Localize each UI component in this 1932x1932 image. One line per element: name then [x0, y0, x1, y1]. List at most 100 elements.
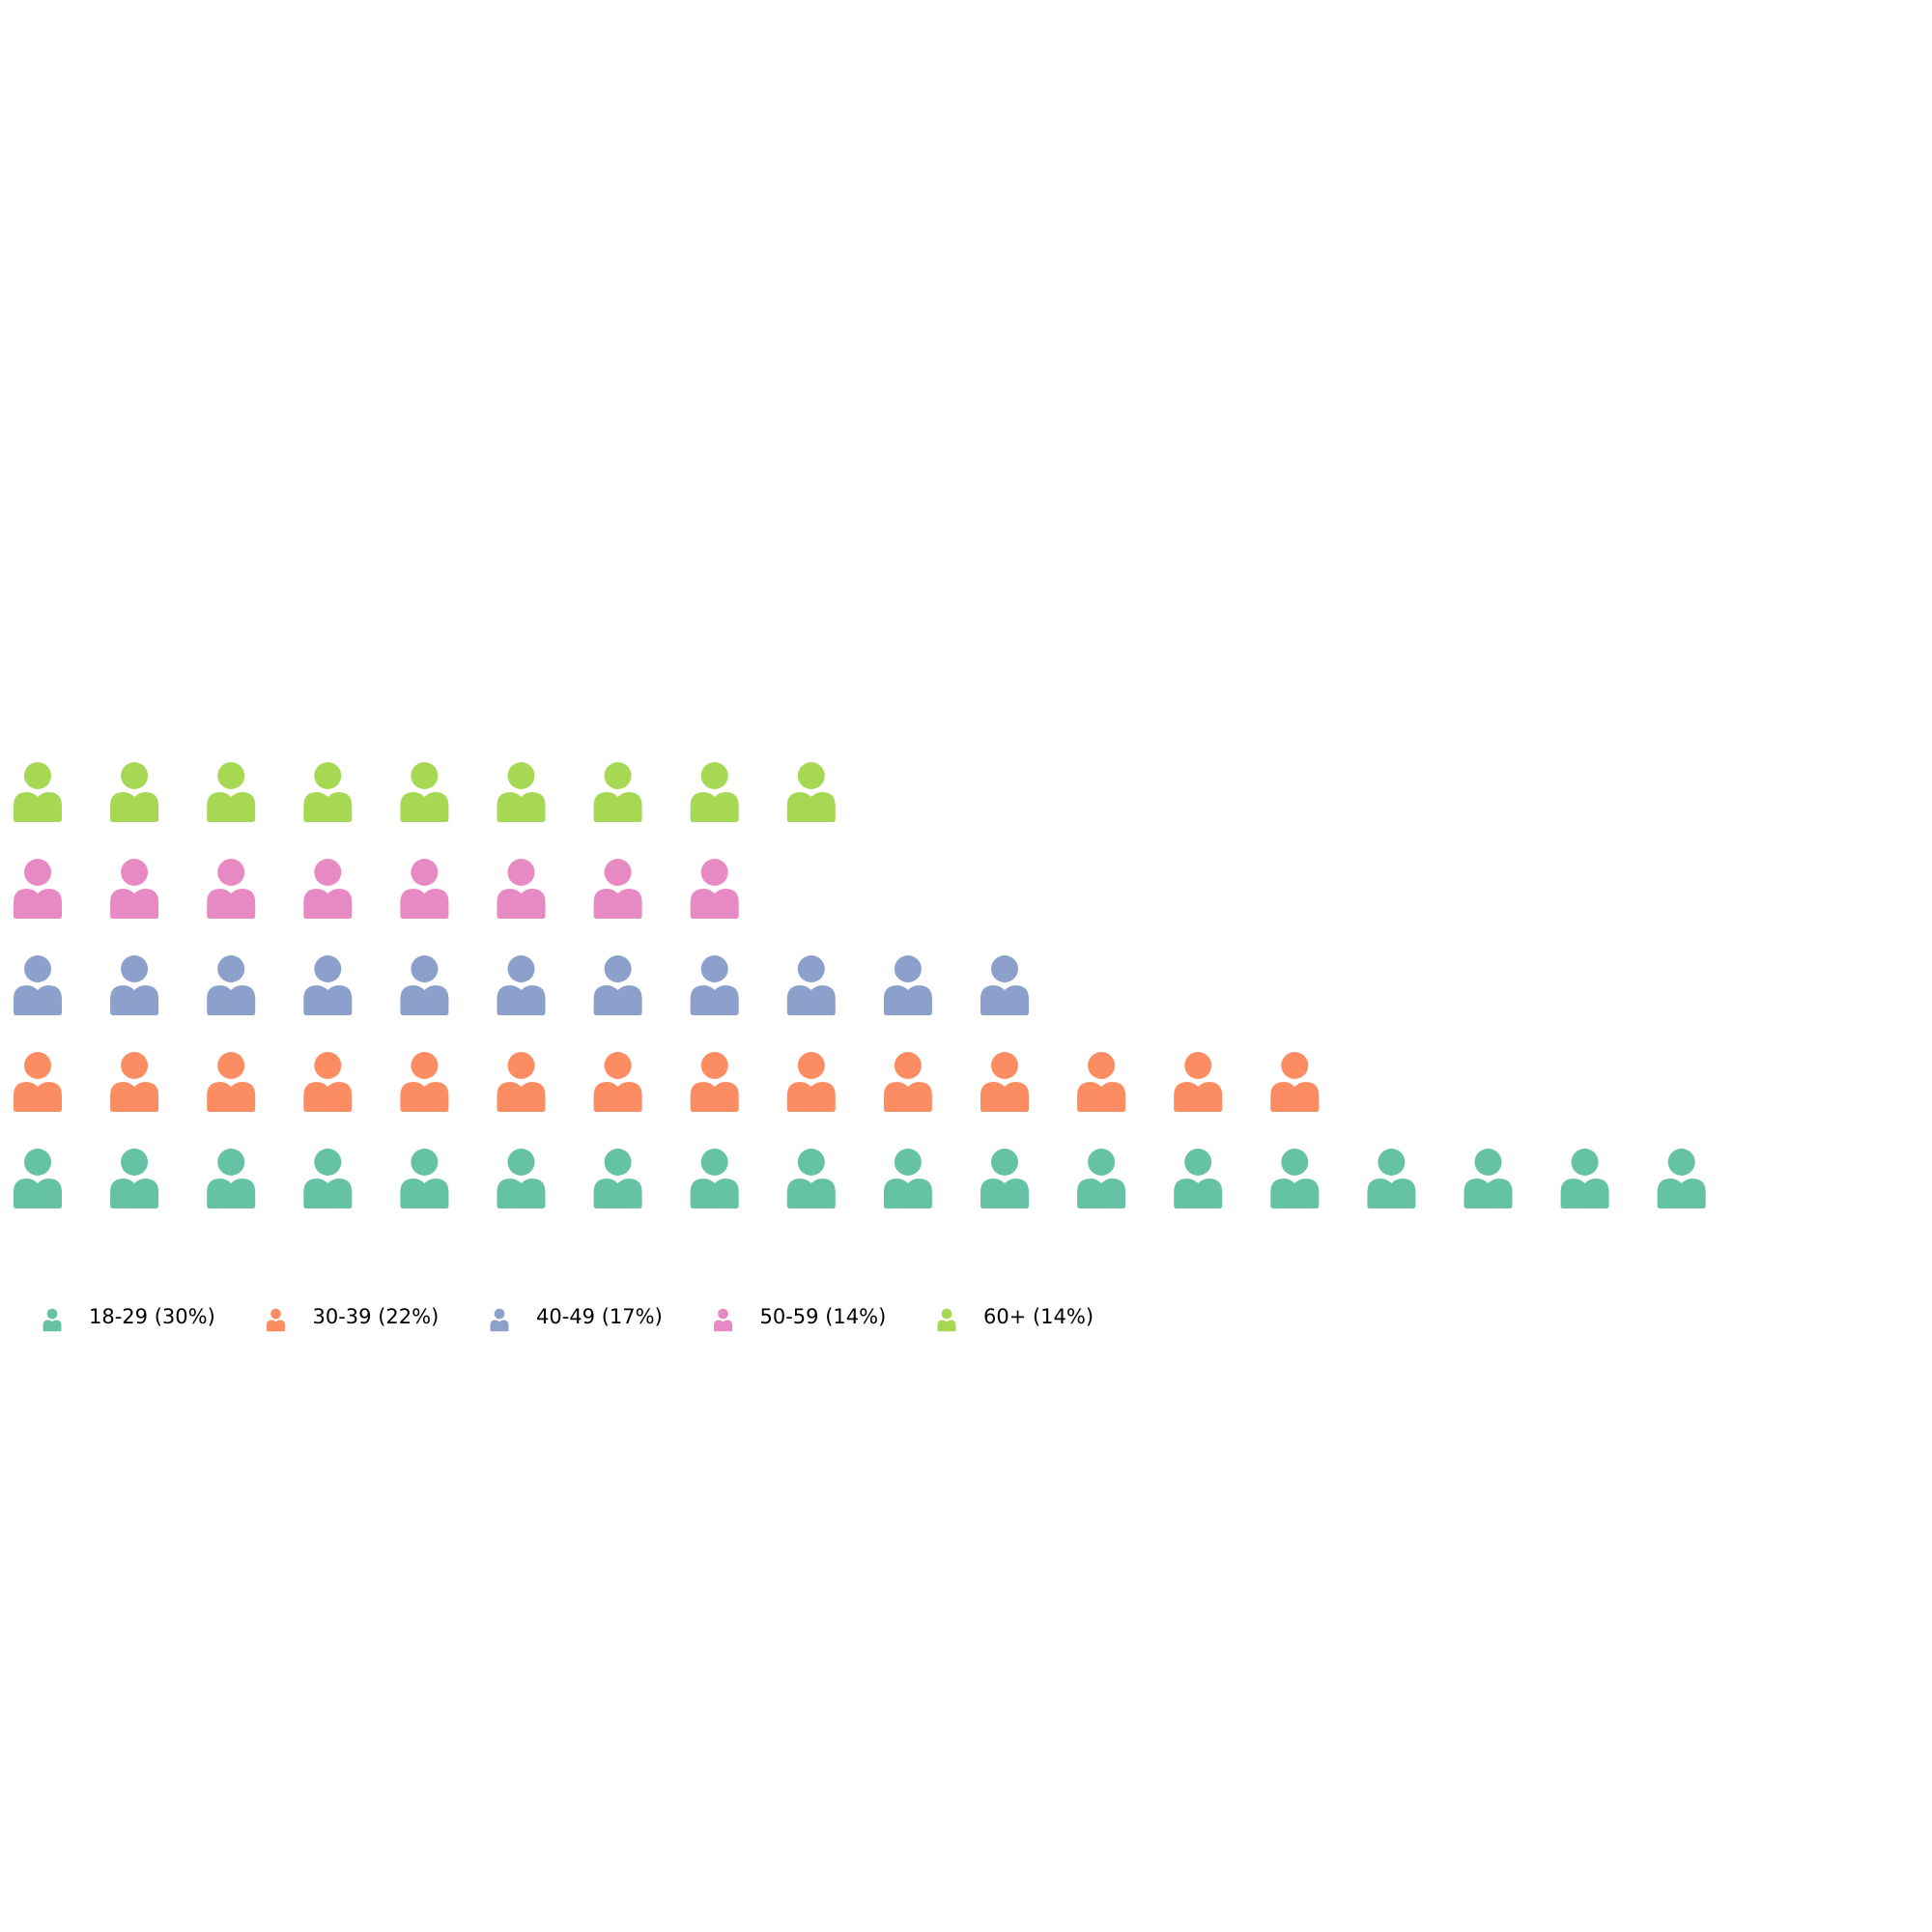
person-head — [700, 955, 728, 982]
person-icon — [303, 1149, 353, 1208]
person-icon — [1560, 1149, 1609, 1208]
person-icon — [303, 859, 353, 919]
legend-item: 18-29 (30%) — [43, 1305, 215, 1332]
person-icon — [207, 1149, 256, 1208]
legend-item: 50-59 (14%) — [714, 1305, 887, 1332]
person-head — [894, 1052, 922, 1079]
person-head — [1088, 1149, 1116, 1176]
person-icon — [497, 1052, 546, 1112]
person-body — [14, 985, 62, 1015]
person-body — [1174, 1082, 1223, 1112]
person-icon — [1270, 1052, 1320, 1112]
person-icon — [786, 955, 836, 1015]
person-body — [497, 1179, 546, 1208]
person-head — [604, 1149, 632, 1176]
legend-label: 30-39 (22%) — [313, 1305, 440, 1328]
person-head — [1281, 1149, 1309, 1176]
person-head — [24, 1149, 51, 1176]
person-head — [507, 1149, 535, 1176]
person-head — [217, 955, 245, 982]
person-body — [593, 985, 642, 1015]
person-body — [690, 985, 739, 1015]
person-body — [980, 1082, 1029, 1112]
person-icon — [690, 859, 739, 919]
legend: 18-29 (30%) 30-39 (22%) 40-49 (17%) 50-59 (… — [43, 1305, 1094, 1332]
person-body — [110, 792, 159, 822]
legend-label: 50-59 (14%) — [760, 1305, 887, 1328]
person-head — [121, 762, 149, 789]
person-icon — [14, 859, 62, 919]
person-head — [700, 762, 728, 789]
person-icon — [593, 955, 642, 1015]
person-icon — [593, 1052, 642, 1112]
person-body — [110, 889, 159, 919]
person-head — [314, 1052, 342, 1079]
person-head — [604, 859, 632, 886]
person-icon — [497, 955, 546, 1015]
icon-row-60+ — [14, 762, 836, 822]
person-head — [24, 955, 51, 982]
person-head — [894, 955, 922, 982]
person-body — [110, 1179, 159, 1208]
person-icon — [497, 762, 546, 822]
person-body — [207, 985, 256, 1015]
person-body — [207, 1179, 256, 1208]
person-body — [303, 1179, 353, 1208]
person-head — [1667, 1149, 1695, 1176]
person-icon — [786, 1149, 836, 1208]
person-head — [314, 1149, 342, 1176]
person-icon — [303, 762, 353, 822]
person-head — [700, 1149, 728, 1176]
person-body — [937, 1320, 956, 1332]
person-icon — [1077, 1052, 1126, 1112]
person-body — [1657, 1179, 1706, 1208]
person-head — [1571, 1149, 1599, 1176]
person-icon — [980, 1052, 1029, 1112]
person-head — [314, 859, 342, 886]
person-icon — [110, 1149, 159, 1208]
person-head — [1184, 1052, 1212, 1079]
person-icon — [1174, 1149, 1223, 1208]
legend-label: 40-49 (17%) — [536, 1305, 663, 1328]
person-icon — [207, 859, 256, 919]
person-body — [593, 889, 642, 919]
person-head — [1281, 1052, 1309, 1079]
person-head — [507, 859, 535, 886]
person-body — [110, 1082, 159, 1112]
icon-row-30-39 — [14, 1052, 1320, 1112]
person-icon — [786, 1052, 836, 1112]
person-head — [24, 1052, 51, 1079]
person-body — [207, 889, 256, 919]
person-body — [786, 1082, 836, 1112]
person-body — [883, 1082, 932, 1112]
icon-rows — [14, 762, 1706, 1208]
person-head — [121, 1052, 149, 1079]
person-head — [1378, 1149, 1406, 1176]
person-icon — [1270, 1149, 1320, 1208]
person-head — [1474, 1149, 1502, 1176]
person-head — [941, 1308, 952, 1320]
person-body — [110, 985, 159, 1015]
person-head — [411, 762, 439, 789]
person-head — [121, 859, 149, 886]
legend-person-icon — [43, 1308, 62, 1332]
person-head — [24, 762, 51, 789]
person-body — [497, 1082, 546, 1112]
person-head — [24, 859, 51, 886]
person-icon — [497, 859, 546, 919]
person-icon — [110, 1052, 159, 1112]
person-icon — [400, 762, 449, 822]
person-head — [700, 1052, 728, 1079]
person-icon — [303, 1052, 353, 1112]
person-icon — [1174, 1052, 1223, 1112]
person-body — [690, 889, 739, 919]
person-icon — [1657, 1149, 1706, 1208]
person-icon — [883, 955, 932, 1015]
person-body — [303, 792, 353, 822]
person-body — [1077, 1082, 1126, 1112]
person-head — [217, 1149, 245, 1176]
person-head — [270, 1308, 281, 1320]
person-body — [497, 792, 546, 822]
person-head — [894, 1149, 922, 1176]
person-head — [991, 1052, 1018, 1079]
